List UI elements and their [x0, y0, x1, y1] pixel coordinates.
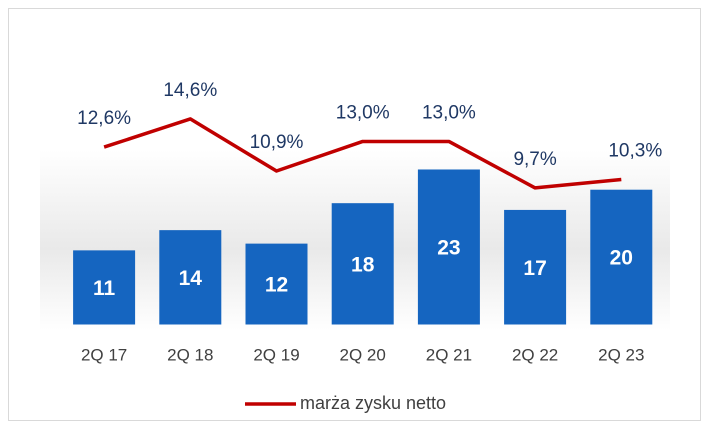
bar [504, 209, 567, 325]
x-tick-label: 2Q 22 [512, 345, 558, 364]
bar [590, 189, 653, 325]
bar-label: 20 [610, 247, 633, 270]
bar [159, 230, 222, 325]
bar [73, 250, 136, 325]
x-tick-label: 2Q 19 [253, 345, 299, 364]
line-label: 9,7% [513, 149, 556, 170]
bar-label: 23 [437, 237, 460, 260]
line-label: 12,6% [77, 108, 131, 129]
bar-label: 11 [93, 277, 116, 300]
line [103, 117, 622, 190]
bar [245, 243, 308, 325]
x-tick-label: 2Q 20 [340, 345, 386, 364]
bar [331, 203, 394, 325]
x-tick-label: 2Q 23 [598, 345, 644, 364]
line-label: 10,9% [250, 132, 304, 153]
x-tick-label: 2Q 17 [81, 345, 127, 364]
x-tick-label: 2Q 18 [167, 345, 213, 364]
bar-label: 14 [179, 267, 203, 290]
bar [417, 169, 480, 325]
legend-label: marża zysku netto [300, 393, 446, 413]
bar-label: 17 [523, 257, 546, 280]
line-label: 13,0% [422, 102, 476, 123]
line-label: 14,6% [163, 80, 217, 101]
bar-label: 12 [265, 274, 288, 297]
x-tick-label: 2Q 21 [426, 345, 472, 364]
bar-label: 18 [351, 253, 375, 276]
line-label: 10,3% [608, 140, 662, 161]
line-label: 13,0% [336, 102, 390, 123]
